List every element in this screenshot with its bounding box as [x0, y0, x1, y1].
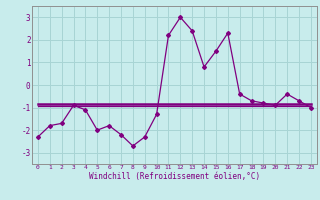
X-axis label: Windchill (Refroidissement éolien,°C): Windchill (Refroidissement éolien,°C)	[89, 172, 260, 181]
